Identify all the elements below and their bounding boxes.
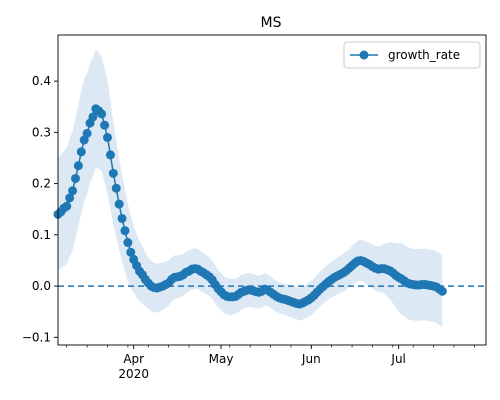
y-tick-label: 0.1	[32, 228, 51, 242]
growth-rate-point	[73, 161, 83, 171]
x-tick-sublabel: 2020	[118, 367, 149, 381]
growth-rate-point	[82, 128, 92, 138]
legend: growth_rate	[343, 41, 481, 69]
x-tick-label: Jun	[301, 352, 321, 366]
y-tick-label: −0.1	[22, 330, 51, 344]
growth-rate-point	[97, 109, 107, 119]
x-tick-label: May	[209, 352, 234, 366]
growth-rate-point	[120, 226, 130, 236]
growth-rate-point	[123, 238, 133, 248]
growth-rate-point	[114, 199, 124, 209]
growth-rate-point	[103, 132, 112, 142]
growth-rate-point	[437, 286, 447, 296]
growth-rate-point	[108, 168, 118, 178]
growth-rate-point	[88, 112, 98, 122]
y-tick-label: 0.4	[32, 74, 51, 88]
growth-rate-point	[126, 247, 136, 257]
growth-rate-point	[70, 173, 80, 183]
growth-rate-point	[100, 120, 110, 130]
y-tick-label: 0.2	[32, 177, 51, 191]
x-tick-label: Apr	[123, 352, 144, 366]
y-tick-label: 0.0	[32, 279, 51, 293]
legend-box	[343, 41, 481, 69]
y-tick-label: 0.3	[32, 125, 51, 139]
plot-area	[53, 49, 486, 328]
x-tick-label: Jul	[390, 352, 405, 366]
legend-marker-swatch	[359, 50, 369, 60]
growth-rate-point	[111, 183, 121, 193]
growth-rate-point	[65, 193, 75, 203]
legend-label: growth_rate	[388, 48, 460, 62]
chart-title: MS	[261, 15, 282, 31]
growth-rate-point	[105, 150, 115, 160]
growth-rate-point	[62, 201, 72, 211]
confidence-band	[58, 49, 443, 328]
growth-rate-point	[117, 213, 127, 223]
growth-rate-point	[68, 186, 78, 196]
axes-frame	[57, 34, 487, 346]
growth-rate-point	[76, 147, 86, 157]
